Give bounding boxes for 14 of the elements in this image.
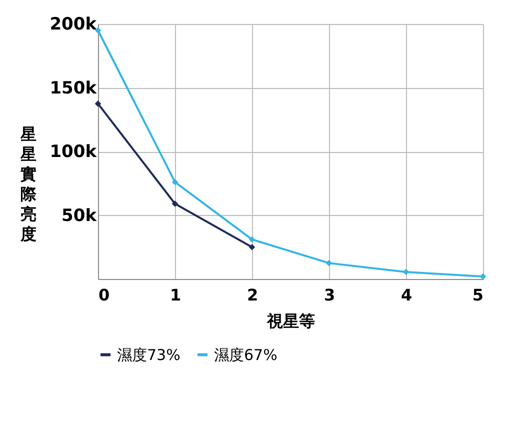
x-tick-label: 2 <box>246 286 258 304</box>
y-tick-label: 100k <box>50 142 98 162</box>
legend-label: 濕度73% <box>117 346 180 364</box>
x-tick-label: 3 <box>324 286 336 304</box>
legend-label: 濕度67% <box>214 346 278 364</box>
y-tick-label: 50k <box>62 206 98 226</box>
y-tick-label: 150k <box>50 78 98 98</box>
x-tick-label: 4 <box>400 286 412 304</box>
x-tick-label: 5 <box>472 286 484 304</box>
x-tick-label: 1 <box>170 286 182 304</box>
y-tick-label: 200k <box>50 14 98 34</box>
x-axis-title: 視星等 <box>266 312 315 330</box>
x-tick-label: 0 <box>98 286 110 304</box>
y-axis-title: 星星實際亮度 <box>20 124 38 244</box>
